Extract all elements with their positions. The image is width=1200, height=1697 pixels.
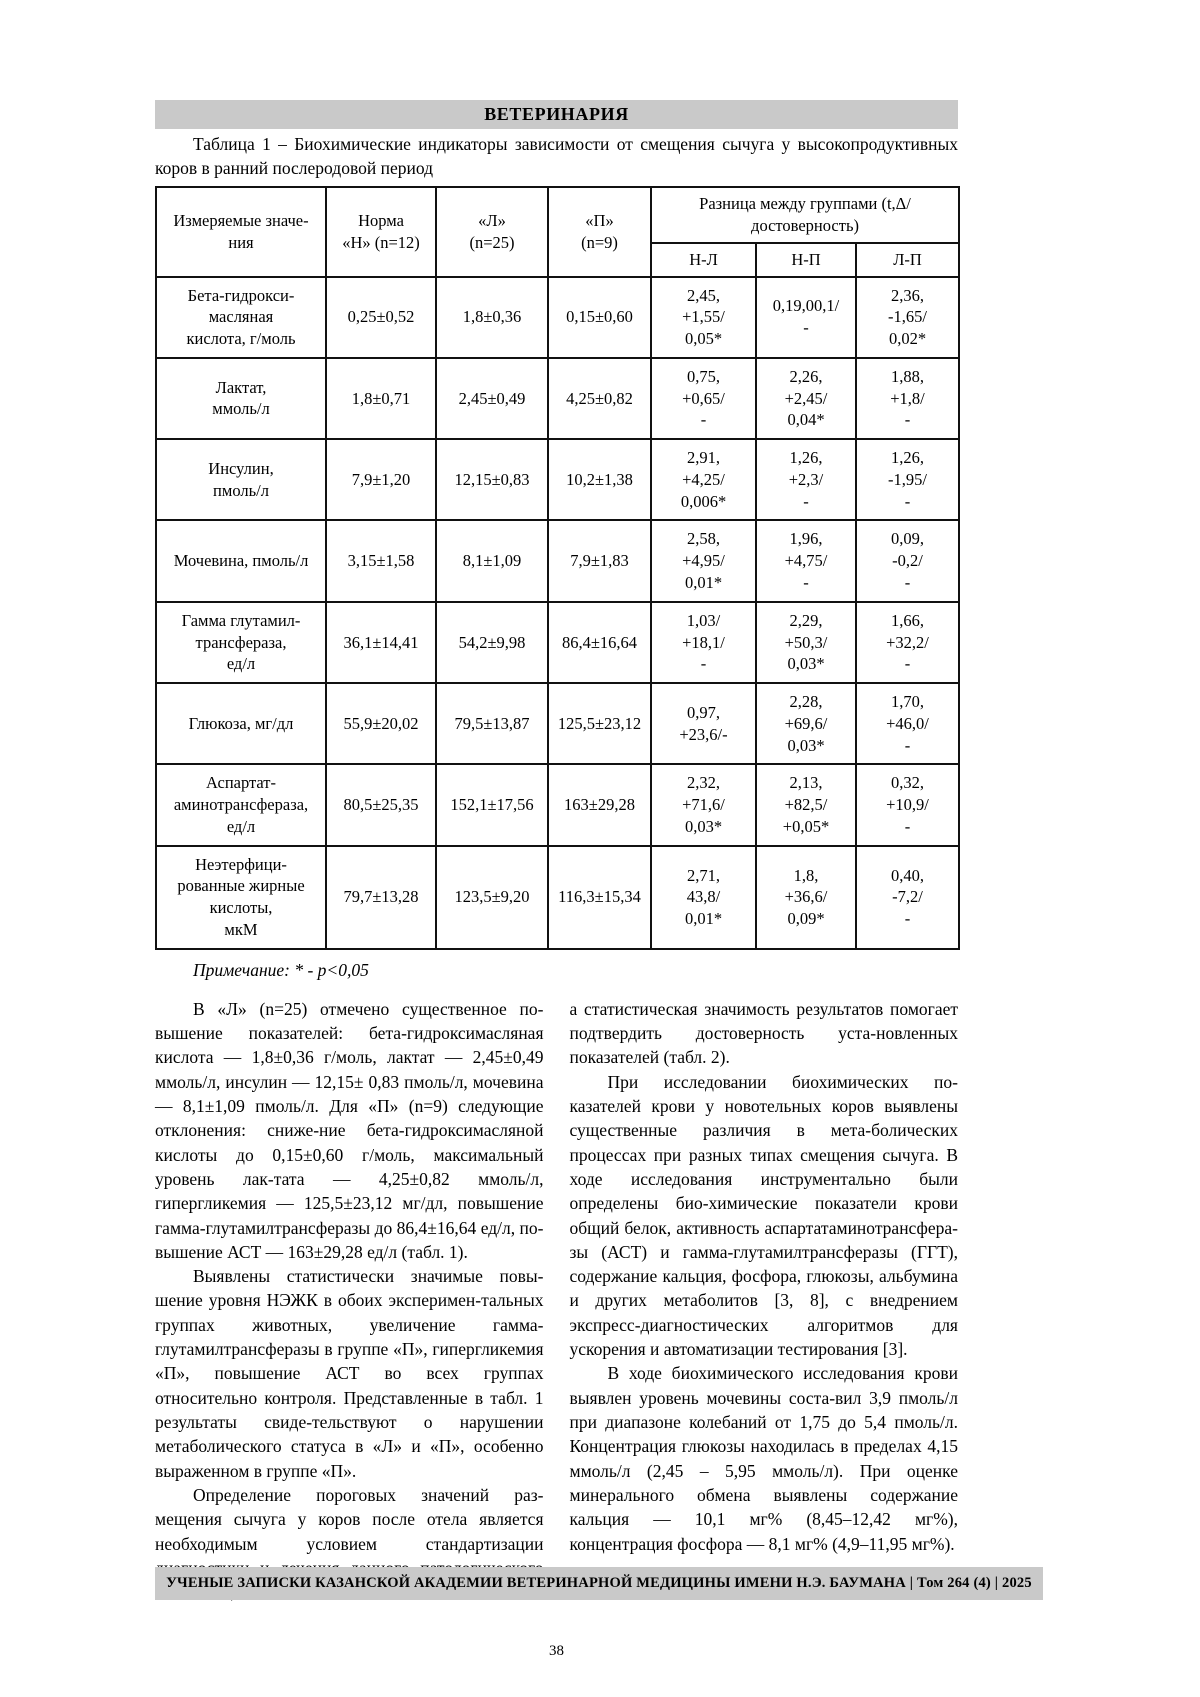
col-header-np: Н-П bbox=[755, 241, 857, 278]
paragraph: Выявлены статистически значимые повы-шен… bbox=[155, 1266, 544, 1481]
param-cell: Глюкоза, мг/дл bbox=[155, 682, 327, 766]
col-header-diff: Разница между группами (t,Δ/ достовернос… bbox=[649, 186, 961, 244]
param-cell: Аспартат- аминотрансфераза, ед/л bbox=[155, 763, 327, 847]
diff-cell: 2,91, +4,25/ 0,006* bbox=[650, 438, 757, 522]
value-cell: 3,15±1,58 bbox=[325, 519, 437, 603]
param-cell: Бета-гидрокси- масляная кислота, г/моль bbox=[155, 275, 327, 359]
param-cell: Инсулин, пмоль/л bbox=[155, 438, 327, 522]
page-number: 38 bbox=[549, 1643, 564, 1659]
body-text: В «Л» (n=25) отмечено существенное по-вы… bbox=[155, 997, 958, 1605]
text-column-right: а статистическая значимость результатов … bbox=[570, 997, 959, 1605]
table-row: Бета-гидрокси- масляная кислота, г/моль … bbox=[155, 275, 961, 359]
value-cell: 12,15±0,83 bbox=[435, 438, 549, 522]
paragraph: В «Л» (n=25) отмечено существенное по-вы… bbox=[155, 998, 544, 1262]
diff-cell: 2,26, +2,45/ 0,04* bbox=[755, 356, 857, 441]
diff-cell: 1,03/ +18,1/ - bbox=[650, 600, 757, 685]
value-cell: 79,7±13,28 bbox=[325, 844, 437, 950]
diff-cell: 0,97, +23,6/- bbox=[650, 682, 757, 766]
diff-cell: 2,71, 43,8/ 0,01* bbox=[650, 844, 757, 950]
value-cell: 1,8±0,36 bbox=[435, 275, 549, 359]
value-cell: 116,3±15,34 bbox=[547, 844, 652, 950]
diff-cell: 1,66, +32,2/ - bbox=[854, 600, 961, 685]
table-row: Глюкоза, мг/дл 55,9±20,02 79,5±13,87 125… bbox=[155, 682, 961, 766]
table-row: Аспартат- аминотрансфераза, ед/л 80,5±25… bbox=[155, 763, 961, 847]
biochem-table: Измеряемые значе- ния Норма «Н» (n=12) «… bbox=[155, 186, 961, 950]
table-subheader-row: Н-Л Н-П Л-П bbox=[156, 241, 961, 278]
section-title: ВЕТЕРИНАРИЯ bbox=[484, 104, 629, 124]
value-cell: 152,1±17,56 bbox=[435, 763, 549, 847]
diff-cell: 0,09, -0,2/ - bbox=[854, 519, 961, 603]
param-cell: Гамма глутамил- трансфераза, ед/л bbox=[155, 600, 327, 685]
diff-cell: 1,88, +1,8/ - bbox=[854, 356, 961, 441]
value-cell: 86,4±16,64 bbox=[547, 600, 652, 685]
value-cell: 55,9±20,02 bbox=[325, 682, 437, 766]
value-cell: 0,15±0,60 bbox=[547, 275, 652, 359]
table-row: Лактат, ммоль/л 1,8±0,71 2,45±0,49 4,25±… bbox=[155, 356, 961, 441]
param-cell: Мочевина, пмоль/л bbox=[155, 519, 327, 603]
diff-cell: 1,96, +4,75/ - bbox=[755, 519, 857, 603]
diff-cell: 2,58, +4,95/ 0,01* bbox=[650, 519, 757, 603]
diff-cell: 0,40, -7,2/ - bbox=[854, 844, 961, 950]
col-header-nl: Н-Л bbox=[650, 241, 757, 278]
table-note: Примечание: * - p<0,05 bbox=[193, 959, 369, 980]
table-caption: Таблица 1 – Биохимические индикаторы зав… bbox=[155, 134, 958, 178]
value-cell: 0,25±0,52 bbox=[325, 275, 437, 359]
diff-cell: 1,26, -1,95/ - bbox=[854, 438, 961, 522]
diff-cell: 1,8, +36,6/ 0,09* bbox=[755, 844, 857, 950]
value-cell: 123,5±9,20 bbox=[435, 844, 549, 950]
value-cell: 79,5±13,87 bbox=[435, 682, 549, 766]
col-header-norm: Норма «Н» (n=12) bbox=[325, 186, 437, 278]
table-row: Инсулин, пмоль/л 7,9±1,20 12,15±0,83 10,… bbox=[155, 438, 961, 522]
section-header-band: ВЕТЕРИНАРИЯ bbox=[155, 100, 958, 129]
value-cell: 2,45±0,49 bbox=[435, 356, 549, 441]
value-cell: 8,1±1,09 bbox=[435, 519, 549, 603]
value-cell: 1,8±0,71 bbox=[325, 356, 437, 441]
col-header-p: «П» (n=9) bbox=[547, 186, 652, 278]
col-header-lp: Л-П bbox=[854, 241, 961, 278]
diff-cell: 2,28, +69,6/ 0,03* bbox=[755, 682, 857, 766]
page-content: Таблица 1 – Биохимические индикаторы зав… bbox=[155, 133, 961, 1605]
param-cell: Лактат, ммоль/л bbox=[155, 356, 327, 441]
diff-cell: 0,75, +0,65/ - bbox=[650, 356, 757, 441]
diff-cell: 1,70, +46,0/ - bbox=[854, 682, 961, 766]
journal-footer-text: УЧЕНЫЕ ЗАПИСКИ КАЗАНСКОЙ АКАДЕМИИ ВЕТЕРИ… bbox=[166, 1575, 1032, 1591]
value-cell: 36,1±14,41 bbox=[325, 600, 437, 685]
param-cell: Неэтерфици- рованные жирные кислоты, мкМ bbox=[155, 844, 327, 950]
diff-cell: 1,26, +2,3/ - bbox=[755, 438, 857, 522]
journal-footer-band: УЧЕНЫЕ ЗАПИСКИ КАЗАНСКОЙ АКАДЕМИИ ВЕТЕРИ… bbox=[155, 1567, 1043, 1600]
table-header-row: Измеряемые значе- ния Норма «Н» (n=12) «… bbox=[155, 186, 961, 278]
diff-cell: 0,32, +10,9/ - bbox=[854, 763, 961, 847]
value-cell: 4,25±0,82 bbox=[547, 356, 652, 441]
text-column-left: В «Л» (n=25) отмечено существенное по-вы… bbox=[155, 997, 544, 1605]
table-row: Гамма глутамил- трансфераза, ед/л 36,1±1… bbox=[155, 600, 961, 685]
paragraph: а статистическая значимость результатов … bbox=[569, 998, 959, 1068]
paragraph: При исследовании биохимических по-казате… bbox=[569, 1071, 959, 1360]
table-row: Мочевина, пмоль/л 3,15±1,58 8,1±1,09 7,9… bbox=[155, 519, 961, 603]
value-cell: 163±29,28 bbox=[547, 763, 652, 847]
paragraph: В ходе биохимического исследования крови… bbox=[569, 1363, 959, 1554]
col-header-param: Измеряемые значе- ния bbox=[155, 186, 327, 278]
col-header-l: «Л» (n=25) bbox=[435, 186, 549, 278]
diff-cell: 2,29, +50,3/ 0,03* bbox=[755, 600, 857, 685]
diff-cell: 2,45, +1,55/ 0,05* bbox=[650, 275, 757, 359]
value-cell: 80,5±25,35 bbox=[325, 763, 437, 847]
diff-cell: 0,19,00,1/ - bbox=[755, 275, 857, 359]
diff-cell: 2,13, +82,5/ +0,05* bbox=[755, 763, 857, 847]
value-cell: 7,9±1,20 bbox=[325, 438, 437, 522]
table-row: Неэтерфици- рованные жирные кислоты, мкМ… bbox=[155, 844, 961, 950]
value-cell: 54,2±9,98 bbox=[435, 600, 549, 685]
diff-cell: 2,32, +71,6/ 0,03* bbox=[650, 763, 757, 847]
value-cell: 7,9±1,83 bbox=[547, 519, 652, 603]
value-cell: 10,2±1,38 bbox=[547, 438, 652, 522]
value-cell: 125,5±23,12 bbox=[547, 682, 652, 766]
diff-cell: 2,36, -1,65/ 0,02* bbox=[854, 275, 961, 359]
